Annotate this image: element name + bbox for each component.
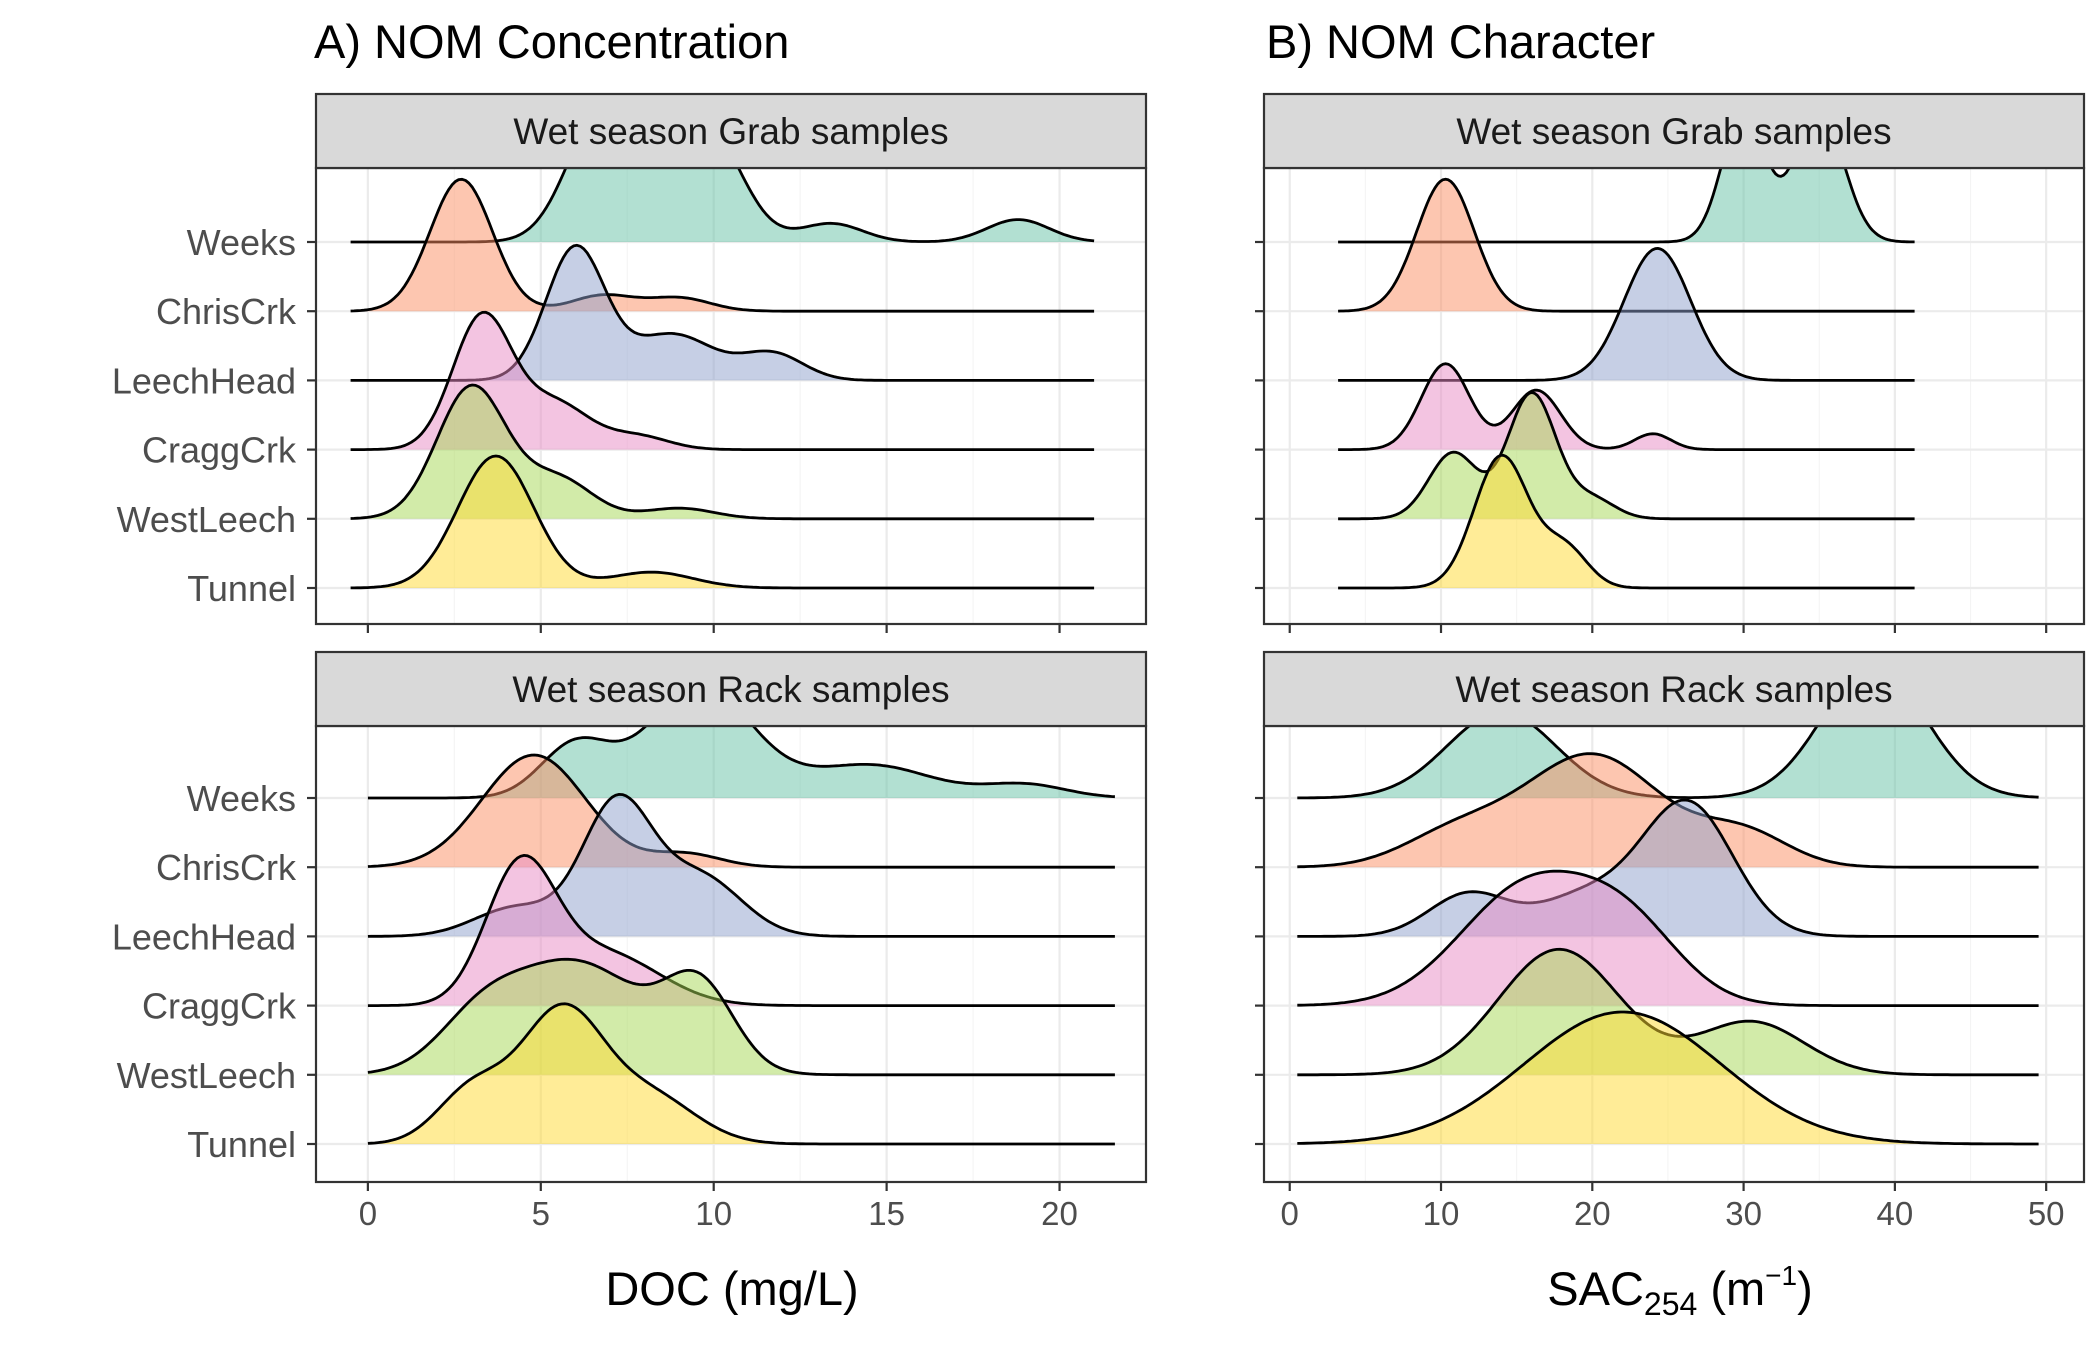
panel-b-rack-x-tick-label: 10 <box>1423 1195 1460 1232</box>
panel-a-grab-category-label: LeechHead <box>112 360 296 401</box>
panel-b-rack-ridge-fill-leechhead <box>1297 800 2039 937</box>
panel-a-grab-category-label: Tunnel <box>187 568 296 609</box>
panel-a-grab-ridge-line-chriscrk <box>350 177 1095 313</box>
panel-a-grab-ridge-fill-chriscrk <box>350 179 1095 312</box>
panel-b-rack-x-tick-label: 0 <box>1281 1195 1299 1232</box>
panel-a-title: A) NOM Concentration <box>314 15 789 68</box>
panel-b-rack-ridge-line-tunnel <box>1297 1010 2039 1146</box>
panel-a-rack-category-label: LeechHead <box>112 916 296 957</box>
panel-b-rack-x-tick-label: 50 <box>2028 1195 2065 1232</box>
panel-b-x-axis-title-subscript: 254 <box>1644 1286 1697 1322</box>
panel-b-rack-ridge-fill-westleech <box>1297 949 2039 1075</box>
panel-a-rack-strip-label: Wet season Rack samples <box>512 669 949 710</box>
panel-b-rack-x-tick-label: 20 <box>1574 1195 1611 1232</box>
panel-b-grab-ridge-fill-chriscrk <box>1338 179 1915 312</box>
panel-a-grab-category-label: WestLeech <box>117 499 296 540</box>
panel-a-grab-ridge-fill-weeks <box>350 108 1095 242</box>
panel-a-rack-x-tick-label: 15 <box>868 1195 905 1232</box>
panel-b-x-axis-title-main: SAC <box>1547 1262 1644 1315</box>
panel-a-grab-facet: Wet season Grab samples Weeks ChrisCrk Leec… <box>112 92 1148 633</box>
panel-b-rack-ridge-line-leechhead <box>1297 798 2039 938</box>
panel-b-grab-facet: Wet season Grab samples <box>1255 92 2086 633</box>
panel-a-rack-x-tick-label: 0 <box>359 1195 377 1232</box>
panel-b-x-axis-title-unit-close: ) <box>1797 1262 1813 1315</box>
panel-b-grab-strip <box>1262 92 2086 170</box>
panel-a-rack-x-tick-label: 5 <box>532 1195 550 1232</box>
panel-b-x-axis-title-unit-open: (m <box>1697 1262 1765 1315</box>
panel-a-grab-ridge-line-craggcrk <box>350 310 1095 451</box>
panel-b-grab-ridge-fill-leechhead <box>1338 248 1915 381</box>
panel-a-grab-ridge-fill-tunnel <box>350 456 1095 588</box>
panel-a-grab-ridge-fill-westleech <box>350 385 1095 519</box>
panel-b-rack-ridge-line-chriscrk <box>1297 752 2039 869</box>
panel-a-grab-ridge-line-tunnel <box>350 454 1095 590</box>
panel-a-rack-category-label: ChrisCrk <box>156 847 297 888</box>
panel-a-grab-ridge-fill-leechhead <box>350 245 1095 381</box>
panel-a-rack-ridge-line-chriscrk <box>367 753 1115 869</box>
panel-b-grab-ridge-fill-tunnel <box>1338 455 1915 588</box>
panel-a-rack-ridge-line-craggcrk <box>367 854 1115 1007</box>
panel-b-grab-panel-border <box>1262 166 2086 626</box>
panel-b-grab-strip-label: Wet season Grab samples <box>1456 111 1891 152</box>
panel-b-grab-ridge-fill-weeks <box>1338 109 1915 242</box>
panel-b-grab-ridge-fill-craggcrk <box>1338 363 1915 450</box>
panel-b-rack-strip <box>1262 650 2086 728</box>
panel-b-rack-ridge-line-craggcrk <box>1297 869 2039 1007</box>
plot-layer: Wet season Grab samples Weeks ChrisCrk Leec… <box>112 92 2086 1232</box>
panel-a-rack-ridge-fill-chriscrk <box>367 755 1115 868</box>
panel-b-rack-facet: Wet season Rack samples 0 10 20 30 40 50 <box>1255 650 2086 1232</box>
panel-a-grab-ridge-line-westleech <box>350 383 1095 521</box>
panel-a-rack-category-label: Weeks <box>187 778 296 819</box>
panel-a-rack-category-label: CraggCrk <box>142 986 297 1027</box>
panel-a-grab-category-label: Weeks <box>187 222 296 263</box>
panel-a-grab-category-label: CraggCrk <box>142 430 297 471</box>
panel-a-grab-strip-label: Wet season Grab samples <box>513 111 948 152</box>
panel-a-grab-strip <box>314 92 1148 170</box>
panel-b-x-axis-title: SAC254 (m−1) <box>1547 1260 1813 1322</box>
panel-a-rack-ridge-line-westleech <box>367 957 1115 1077</box>
panel-b-grab-ridge-line-craggcrk <box>1338 362 1915 451</box>
panel-b-rack-ridge-fill-tunnel <box>1297 1012 2039 1144</box>
panel-b-rack-x-tick-label: 40 <box>1877 1195 1914 1232</box>
panel-a-rack-facet: Wet season Rack samples Weeks ChrisCrk Leec… <box>112 650 1148 1232</box>
panel-a-rack-category-label: WestLeech <box>117 1055 296 1096</box>
panel-b-rack-ridge-fill-craggcrk <box>1297 871 2039 1006</box>
panel-a-rack-ridge-fill-tunnel <box>367 1003 1115 1144</box>
panel-a-rack-strip <box>314 650 1148 728</box>
panel-b-grab-ridge-line-westleech <box>1338 391 1915 521</box>
panel-b-title: B) NOM Character <box>1266 15 1655 68</box>
panel-b-x-axis-title-superscript: −1 <box>1765 1260 1797 1291</box>
panel-b-grab-ridge-line-tunnel <box>1338 453 1915 590</box>
panel-a-rack-x-tick-label: 20 <box>1041 1195 1078 1232</box>
panel-a-grab-category-label: ChrisCrk <box>156 291 297 332</box>
panel-a-x-axis-title: DOC (mg/L) <box>605 1262 858 1315</box>
panel-b-rack-strip-label: Wet season Rack samples <box>1455 669 1892 710</box>
panel-a-rack-x-tick-label: 10 <box>695 1195 732 1232</box>
panel-a-rack-category-label: Tunnel <box>187 1124 296 1165</box>
panel-a-rack-ridge-line-tunnel <box>367 1002 1115 1146</box>
panel-a-grab-ridge-fill-craggcrk <box>350 312 1095 450</box>
panel-b-rack-x-tick-label: 30 <box>1725 1195 1762 1232</box>
